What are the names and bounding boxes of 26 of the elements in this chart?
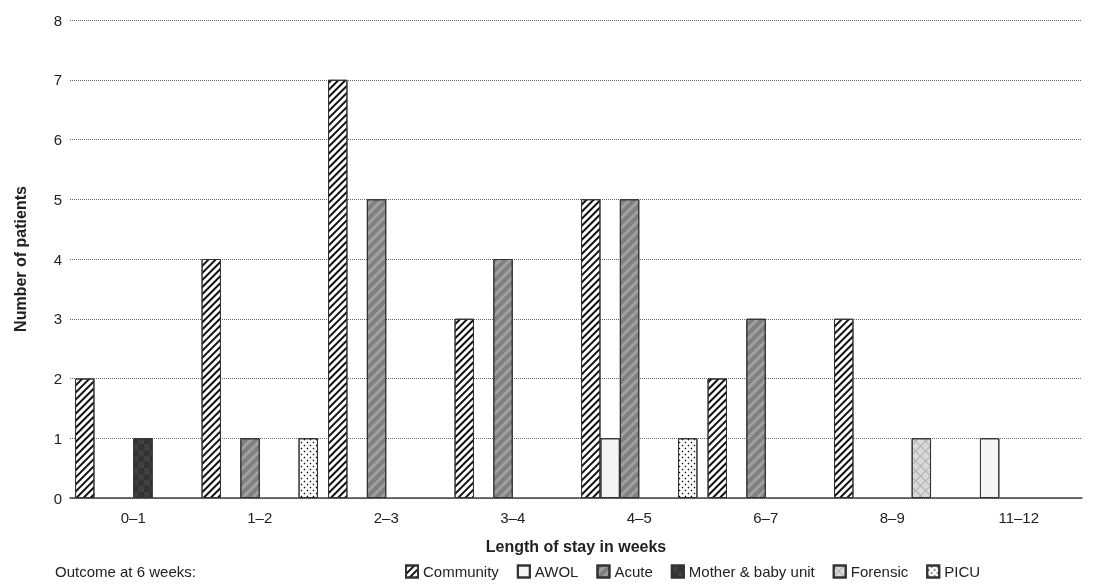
legend-label: Acute [614, 563, 653, 580]
y-tick-label: 5 [53, 190, 62, 208]
x-tick-label: 6–7 [753, 509, 779, 526]
legend-label: AWOL [534, 563, 579, 580]
legend-label: PICU [944, 563, 981, 580]
y-tick-label: 3 [53, 310, 62, 328]
x-tick-label: 0–1 [120, 509, 146, 526]
legend-label: Community [423, 563, 500, 580]
y-tick-label: 6 [53, 131, 62, 148]
y-tick-label: 8 [53, 11, 62, 29]
x-axis-title: Length of stay in weeks [485, 537, 667, 555]
x-tick-label: 1–2 [247, 509, 273, 526]
y-tick-label: 2 [53, 370, 62, 387]
x-tick-label: 4–5 [626, 509, 652, 526]
legend-label: Mother & baby unit [688, 563, 816, 580]
y-tick-label: 7 [53, 71, 62, 89]
legend-label: Forensic [850, 563, 909, 580]
y-tick-label: 0 [53, 489, 62, 507]
y-axis-title: Number of patients [11, 186, 29, 332]
y-tick-label: 1 [53, 429, 62, 447]
x-tick-label: 3–4 [500, 509, 526, 526]
y-tick-label: 4 [53, 250, 62, 268]
x-tick-label: 8–9 [879, 509, 905, 526]
legend-title: Outcome at 6 weeks: [55, 563, 196, 580]
x-tick-label: 2–3 [373, 509, 399, 526]
x-tick-label: 11–12 [998, 509, 1040, 526]
